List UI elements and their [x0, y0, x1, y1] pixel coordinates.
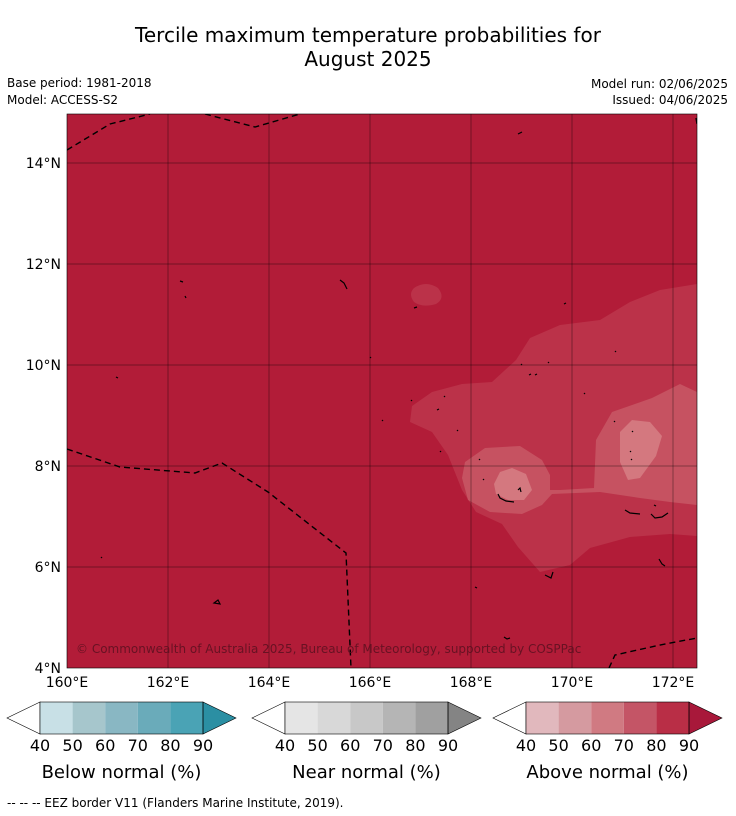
model-run-label: Model run: 02/06/2025: [590, 77, 728, 91]
lat-tick: 6°N: [35, 560, 61, 576]
map-area[interactable]: © Commonwealth of Australia 2025, Bureau…: [67, 114, 697, 668]
colorbar-extension-low: [6, 701, 41, 735]
colorbar-segment: [350, 702, 383, 734]
map-frame: [66, 113, 698, 669]
colorbar-tick-label: 90: [438, 736, 458, 755]
colorbar-segment: [72, 702, 106, 734]
eez-border-legend: -- -- -- EEZ border V11 (Flanders Marine…: [7, 796, 344, 810]
lat-tick: 10°N: [26, 358, 61, 374]
colorbar-segment: [623, 702, 657, 734]
lat-tick: 4°N: [35, 661, 61, 677]
colorbar-segment: [415, 702, 448, 734]
colorbar-segment: [526, 702, 559, 734]
probability-contour-60-east: [620, 420, 662, 480]
colorbar-tick-label: 90: [679, 736, 699, 755]
colorbar-near: 40 50 60 70 80 90 Near normal (%): [251, 701, 482, 783]
graticule: [67, 114, 697, 668]
colorbar-tick-label: 60: [340, 736, 360, 755]
lon-tick: 172°E: [652, 675, 695, 691]
colorbar-tick-label: 80: [646, 736, 666, 755]
colorbar-below: 40 50 60 70 80 90 Below normal (%): [6, 701, 237, 783]
lon-tick: 162°E: [147, 675, 190, 691]
colorbar-segment: [170, 702, 203, 734]
model-label: Model: ACCESS-S2: [7, 93, 119, 107]
islands: [100, 131, 669, 640]
colorbar-tick-label: 40: [30, 736, 50, 755]
colorbar-tick-label: 80: [405, 736, 425, 755]
colorbar-tick-label: 90: [193, 736, 213, 755]
colorbar-tick-label: 50: [548, 736, 568, 755]
lat-tick: 8°N: [35, 459, 61, 475]
colorbar-segment: [656, 702, 689, 734]
lat-tick: 14°N: [26, 156, 61, 172]
colorbar-tick-label: 50: [62, 736, 82, 755]
longitude-axis: 160°E 162°E 164°E 166°E 168°E 170°E 172°…: [46, 675, 695, 691]
colorbar-tick-label: 60: [581, 736, 601, 755]
lon-tick: 170°E: [551, 675, 594, 691]
colorbar-label: Above normal (%): [526, 762, 688, 783]
lon-tick: 168°E: [450, 675, 493, 691]
colorbar-frame: [284, 701, 449, 735]
colorbar-tick-label: 60: [95, 736, 115, 755]
probability-contour-80-island: [411, 284, 442, 306]
colorbar-tick-label: 40: [516, 736, 536, 755]
base-period-label: Base period: 1981-2018: [7, 76, 152, 90]
colorbar-segment: [558, 702, 592, 734]
colorbar-frame: [525, 701, 690, 735]
probability-contour-60: [494, 468, 532, 500]
colorbar-above: 40 50 60 70 80 90 Above normal (%): [492, 701, 723, 783]
map-title-line2: August 2025: [304, 47, 432, 71]
colorbar-frame: [39, 701, 204, 735]
colorbar-tick-label: 80: [160, 736, 180, 755]
issued-label: Issued: 04/06/2025: [612, 93, 728, 107]
map-title-line1: Tercile maximum temperature probabilitie…: [135, 23, 601, 47]
colorbar-tick-label: 70: [128, 736, 148, 755]
colorbar-segment: [591, 702, 624, 734]
colorbar-segment: [382, 702, 416, 734]
colorbar-segment: [40, 702, 73, 734]
colorbar-tick-label: 70: [373, 736, 393, 755]
colorbar-segment: [317, 702, 351, 734]
colorbar-segment: [105, 702, 138, 734]
lon-tick: 164°E: [248, 675, 291, 691]
lon-tick: 166°E: [349, 675, 392, 691]
colorbar-label: Near normal (%): [292, 762, 441, 783]
colorbar-tick-label: 40: [275, 736, 295, 755]
colorbar-extension-high: [202, 701, 237, 735]
colorbar-extension-low: [251, 701, 286, 735]
colorbar-tick-label: 70: [614, 736, 634, 755]
lat-tick: 12°N: [26, 257, 61, 273]
colorbar-segment: [137, 702, 171, 734]
latitude-axis: 14°N 12°N 10°N 8°N 6°N 4°N: [26, 156, 61, 677]
colorbar-extension-low: [492, 701, 527, 735]
colorbar-label: Below normal (%): [42, 762, 202, 783]
lon-tick: 160°E: [46, 675, 89, 691]
colorbar-tick-label: 50: [307, 736, 327, 755]
copyright-watermark: © Commonwealth of Australia 2025, Bureau…: [76, 642, 581, 656]
colorbar-segment: [285, 702, 318, 734]
colorbar-extension-high: [688, 701, 723, 735]
colorbar-legends: 40 50 60 70 80 90 Below normal (%) 40 50 60 70 80 90…: [6, 701, 723, 783]
colorbar-extension-high: [447, 701, 482, 735]
